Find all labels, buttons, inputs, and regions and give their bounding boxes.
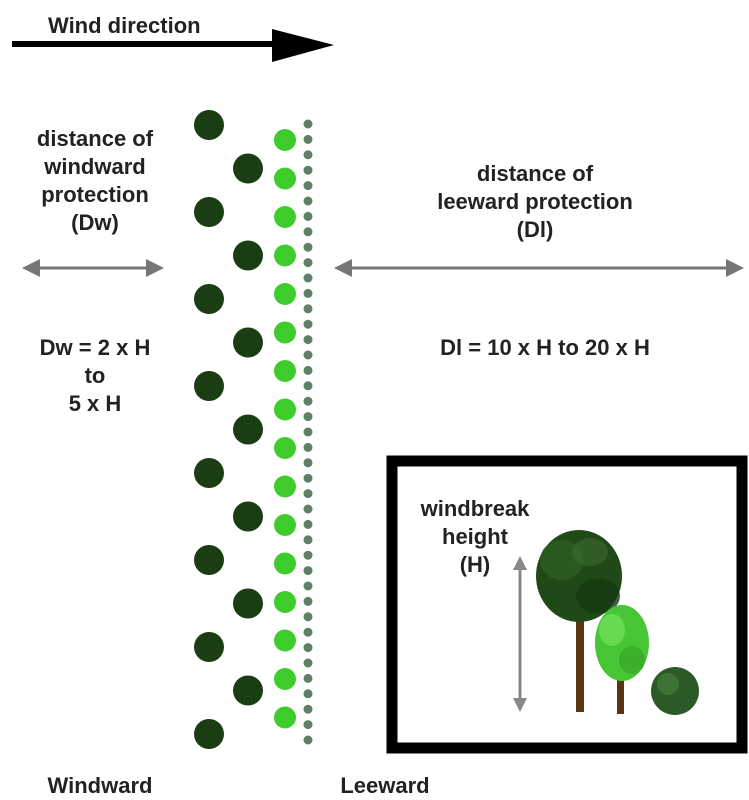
shrub [303,396,313,406]
leeward-distance-arrow [334,259,744,277]
windward-formula: Dw = 2 x H to 5 x H [39,335,151,416]
shrub [303,350,313,360]
tall-tree [233,501,263,532]
tall-tree [194,284,224,314]
shrub [303,473,313,483]
shrub [303,596,313,606]
height-arrow [513,556,527,712]
shrub [303,427,313,437]
tall-tree [194,632,224,662]
windbreak-height-label: windbreak height (H) [420,496,530,577]
shrub [303,566,313,576]
windward-protection-label: distance of windward protection (Dw) [36,126,154,235]
shrub [303,673,313,683]
tall-tree [233,675,263,706]
shrub [303,704,313,714]
tall-tree [194,719,224,749]
shrub [303,150,313,160]
medium-tree [274,283,296,305]
shrub [303,658,313,668]
medium-tree [274,706,296,729]
medium-tree [274,206,296,228]
shrub [303,335,313,345]
shrub [303,735,313,745]
medium-tree [274,167,296,190]
medium-tree [274,244,296,267]
shrub-icon [651,667,699,715]
shrub [303,181,313,191]
shrub [303,304,313,314]
shrub [303,612,313,622]
medium-tree [274,591,296,613]
medium-tree [274,398,296,421]
shrub [303,627,313,637]
wind-direction-arrow [12,29,334,62]
medium-tree [274,668,296,690]
tall-tree [233,414,263,445]
shrub [303,119,313,129]
shrub [303,211,313,221]
shrub [303,196,313,206]
medium-tree-row [274,129,296,729]
shrub [303,365,313,375]
medium-tree [274,514,296,536]
windbreak-height-inset [386,455,748,754]
tall-tree [233,327,263,358]
shrub [303,381,313,391]
shrub [303,288,313,298]
medium-tree [274,437,296,459]
tall-tree-icon [536,530,622,712]
shrub [303,458,313,468]
shrub [303,535,313,545]
shrub-row [303,119,313,745]
wind-direction-label: Wind direction [48,13,201,38]
windward-side-label: Windward [47,773,153,798]
shrub [303,504,313,514]
shrub [303,720,313,730]
shrub [303,134,313,144]
shrub [303,242,313,252]
tall-tree [233,588,263,619]
shrub [303,258,313,268]
tall-tree [233,153,263,184]
medium-tree [274,475,296,498]
shrub [303,519,313,529]
shrub [303,489,313,499]
shrub [303,412,313,422]
shrub [303,550,313,560]
medium-tree-icon [595,605,649,714]
shrub [303,643,313,653]
tall-tree [194,371,224,401]
medium-tree [274,321,296,344]
tall-tree [194,545,224,575]
medium-tree [274,629,296,652]
leeward-side-label: Leeward [340,773,430,798]
medium-tree [274,129,296,151]
tall-tree [194,458,224,488]
tall-tree-row [194,110,263,749]
tall-tree [194,110,224,140]
tall-tree [233,240,263,271]
shrub [303,581,313,591]
shrub [303,227,313,237]
medium-tree [274,360,296,382]
shrub [303,689,313,699]
windward-distance-arrow [22,259,164,277]
shrub [303,165,313,175]
medium-tree [274,552,296,575]
leeward-protection-label: distance of leeward protection (Dl) [437,161,633,242]
shrub [303,273,313,283]
shrub [303,319,313,329]
shrub [303,442,313,452]
leeward-formula: Dl = 10 x H to 20 x H [440,335,650,360]
tall-tree [194,197,224,227]
